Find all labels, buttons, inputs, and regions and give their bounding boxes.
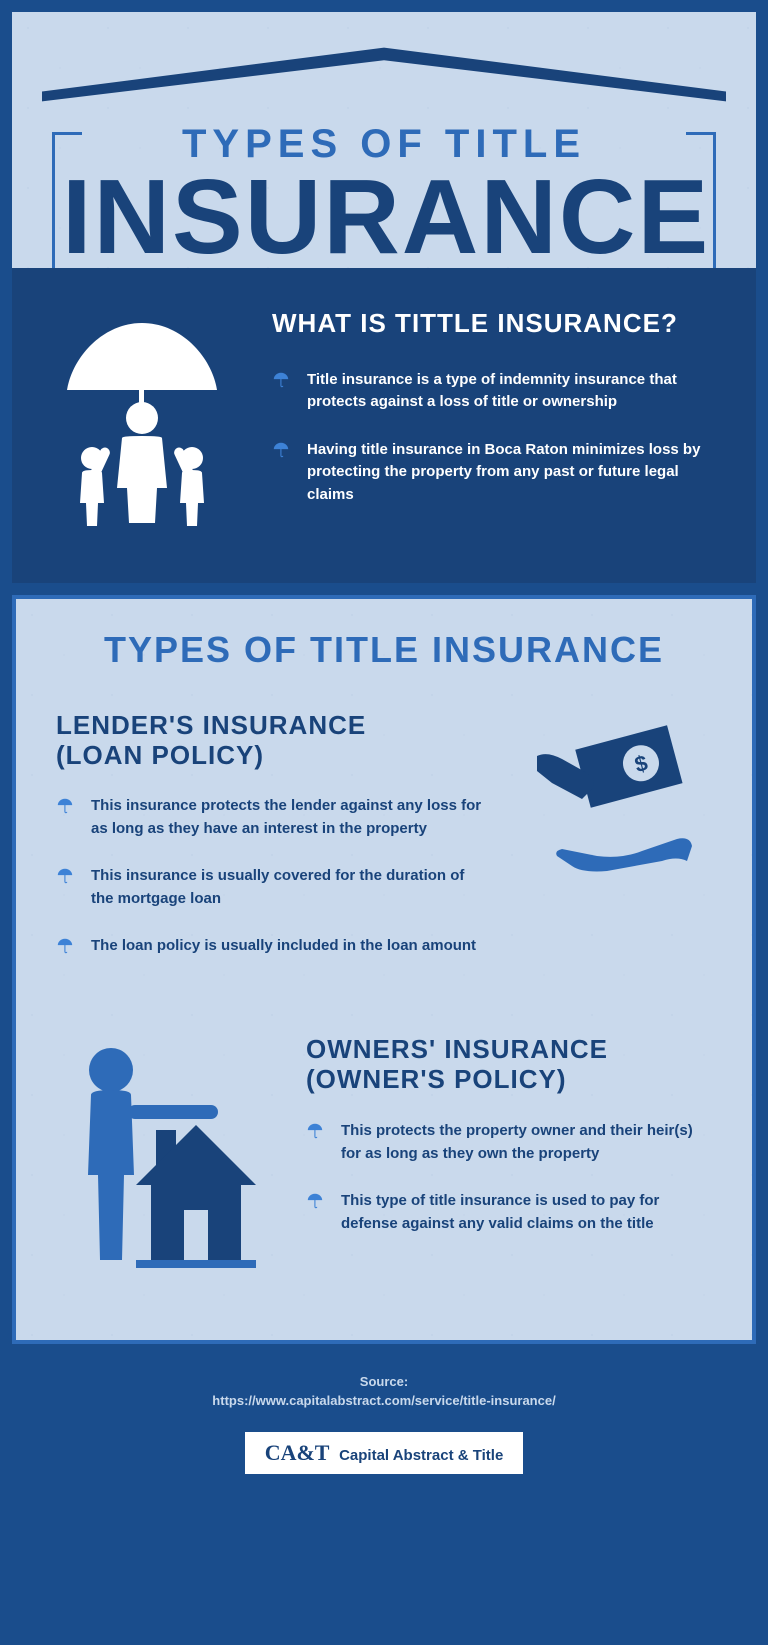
owner-bullet-row: This protects the property owner and the… — [306, 1120, 712, 1165]
what-bullet-row: Having title insurance in Boca Raton min… — [272, 439, 716, 507]
header-section: TYPES OF TITLE INSURANCE — [12, 12, 756, 268]
umbrella-bullet-icon — [306, 1192, 326, 1215]
what-bullet-text: Title insurance is a type of indemnity i… — [307, 369, 716, 414]
lender-bullet-text: The loan policy is usually included in t… — [91, 935, 482, 958]
types-title: TYPES OF TITLE INSURANCE — [56, 629, 712, 671]
lender-heading: LENDER'S INSURANCE (LOAN POLICY) — [56, 711, 482, 771]
what-title: WHAT IS TITTLE INSURANCE? — [272, 308, 716, 339]
owner-bullet-text: This type of title insurance is used to … — [341, 1190, 712, 1235]
owner-text-block: OWNERS' INSURANCE (OWNER'S POLICY) This … — [306, 1035, 712, 1260]
owner-bullet-row: This type of title insurance is used to … — [306, 1190, 712, 1235]
title-frame-left — [52, 132, 82, 268]
lender-bullet-row: This insurance protects the lender again… — [56, 795, 482, 840]
owner-section: OWNERS' INSURANCE (OWNER'S POLICY) This … — [56, 1035, 712, 1280]
logo-sub: Capital Abstract & Title — [339, 1447, 503, 1464]
lender-bullet-row: The loan policy is usually included in t… — [56, 935, 482, 960]
lender-bullet-text: This insurance is usually covered for th… — [91, 865, 482, 910]
lender-bullet-row: This insurance is usually covered for th… — [56, 865, 482, 910]
umbrella-bullet-icon — [56, 797, 76, 820]
umbrella-bullet-icon — [272, 371, 292, 394]
owner-bullet-text: This protects the property owner and the… — [341, 1120, 712, 1165]
umbrella-bullet-icon — [56, 867, 76, 890]
lender-text-block: LENDER'S INSURANCE (LOAN POLICY) This in… — [56, 711, 482, 986]
lender-section: LENDER'S INSURANCE (LOAN POLICY) This in… — [56, 711, 712, 986]
source-label: Source: — [32, 1374, 736, 1389]
title-main: INSURANCE — [62, 167, 706, 268]
what-text-block: WHAT IS TITTLE INSURANCE? Title insuranc… — [272, 308, 716, 532]
owner-heading: OWNERS' INSURANCE (OWNER'S POLICY) — [306, 1035, 712, 1095]
lender-heading-line1: LENDER'S INSURANCE — [56, 710, 366, 740]
umbrella-bullet-icon — [272, 441, 292, 464]
lender-bullet-text: This insurance protects the lender again… — [91, 795, 482, 840]
what-is-section: WHAT IS TITTLE INSURANCE? Title insuranc… — [12, 268, 756, 583]
infographic-page: TYPES OF TITLE INSURANCE WHAT IS TITTLE … — [0, 0, 768, 1516]
owner-house-icon — [56, 1035, 276, 1280]
owner-heading-line1: OWNERS' INSURANCE — [306, 1034, 608, 1064]
title-wrap: TYPES OF TITLE INSURANCE — [42, 122, 726, 268]
what-bullet-text: Having title insurance in Boca Raton min… — [307, 439, 716, 507]
footer-section: Source: https://www.capitalabstract.com/… — [12, 1344, 756, 1504]
roof-decoration — [42, 42, 726, 102]
types-section: TYPES OF TITLE INSURANCE LENDER'S INSURA… — [12, 595, 756, 1345]
roof-icon — [42, 42, 726, 102]
lender-heading-line2: (LOAN POLICY) — [56, 740, 264, 770]
logo-box: CA&T Capital Abstract & Title — [245, 1432, 524, 1474]
umbrella-bullet-icon — [56, 937, 76, 960]
umbrella-bullet-icon — [306, 1122, 326, 1145]
family-umbrella-icon — [42, 308, 242, 533]
owner-heading-line2: (OWNER'S POLICY) — [306, 1064, 567, 1094]
logo-main: CA&T — [265, 1440, 330, 1465]
money-hands-icon: $ — [512, 711, 712, 916]
source-url: https://www.capitalabstract.com/service/… — [32, 1393, 736, 1408]
title-frame-right — [686, 132, 716, 268]
what-bullet-row: Title insurance is a type of indemnity i… — [272, 369, 716, 414]
